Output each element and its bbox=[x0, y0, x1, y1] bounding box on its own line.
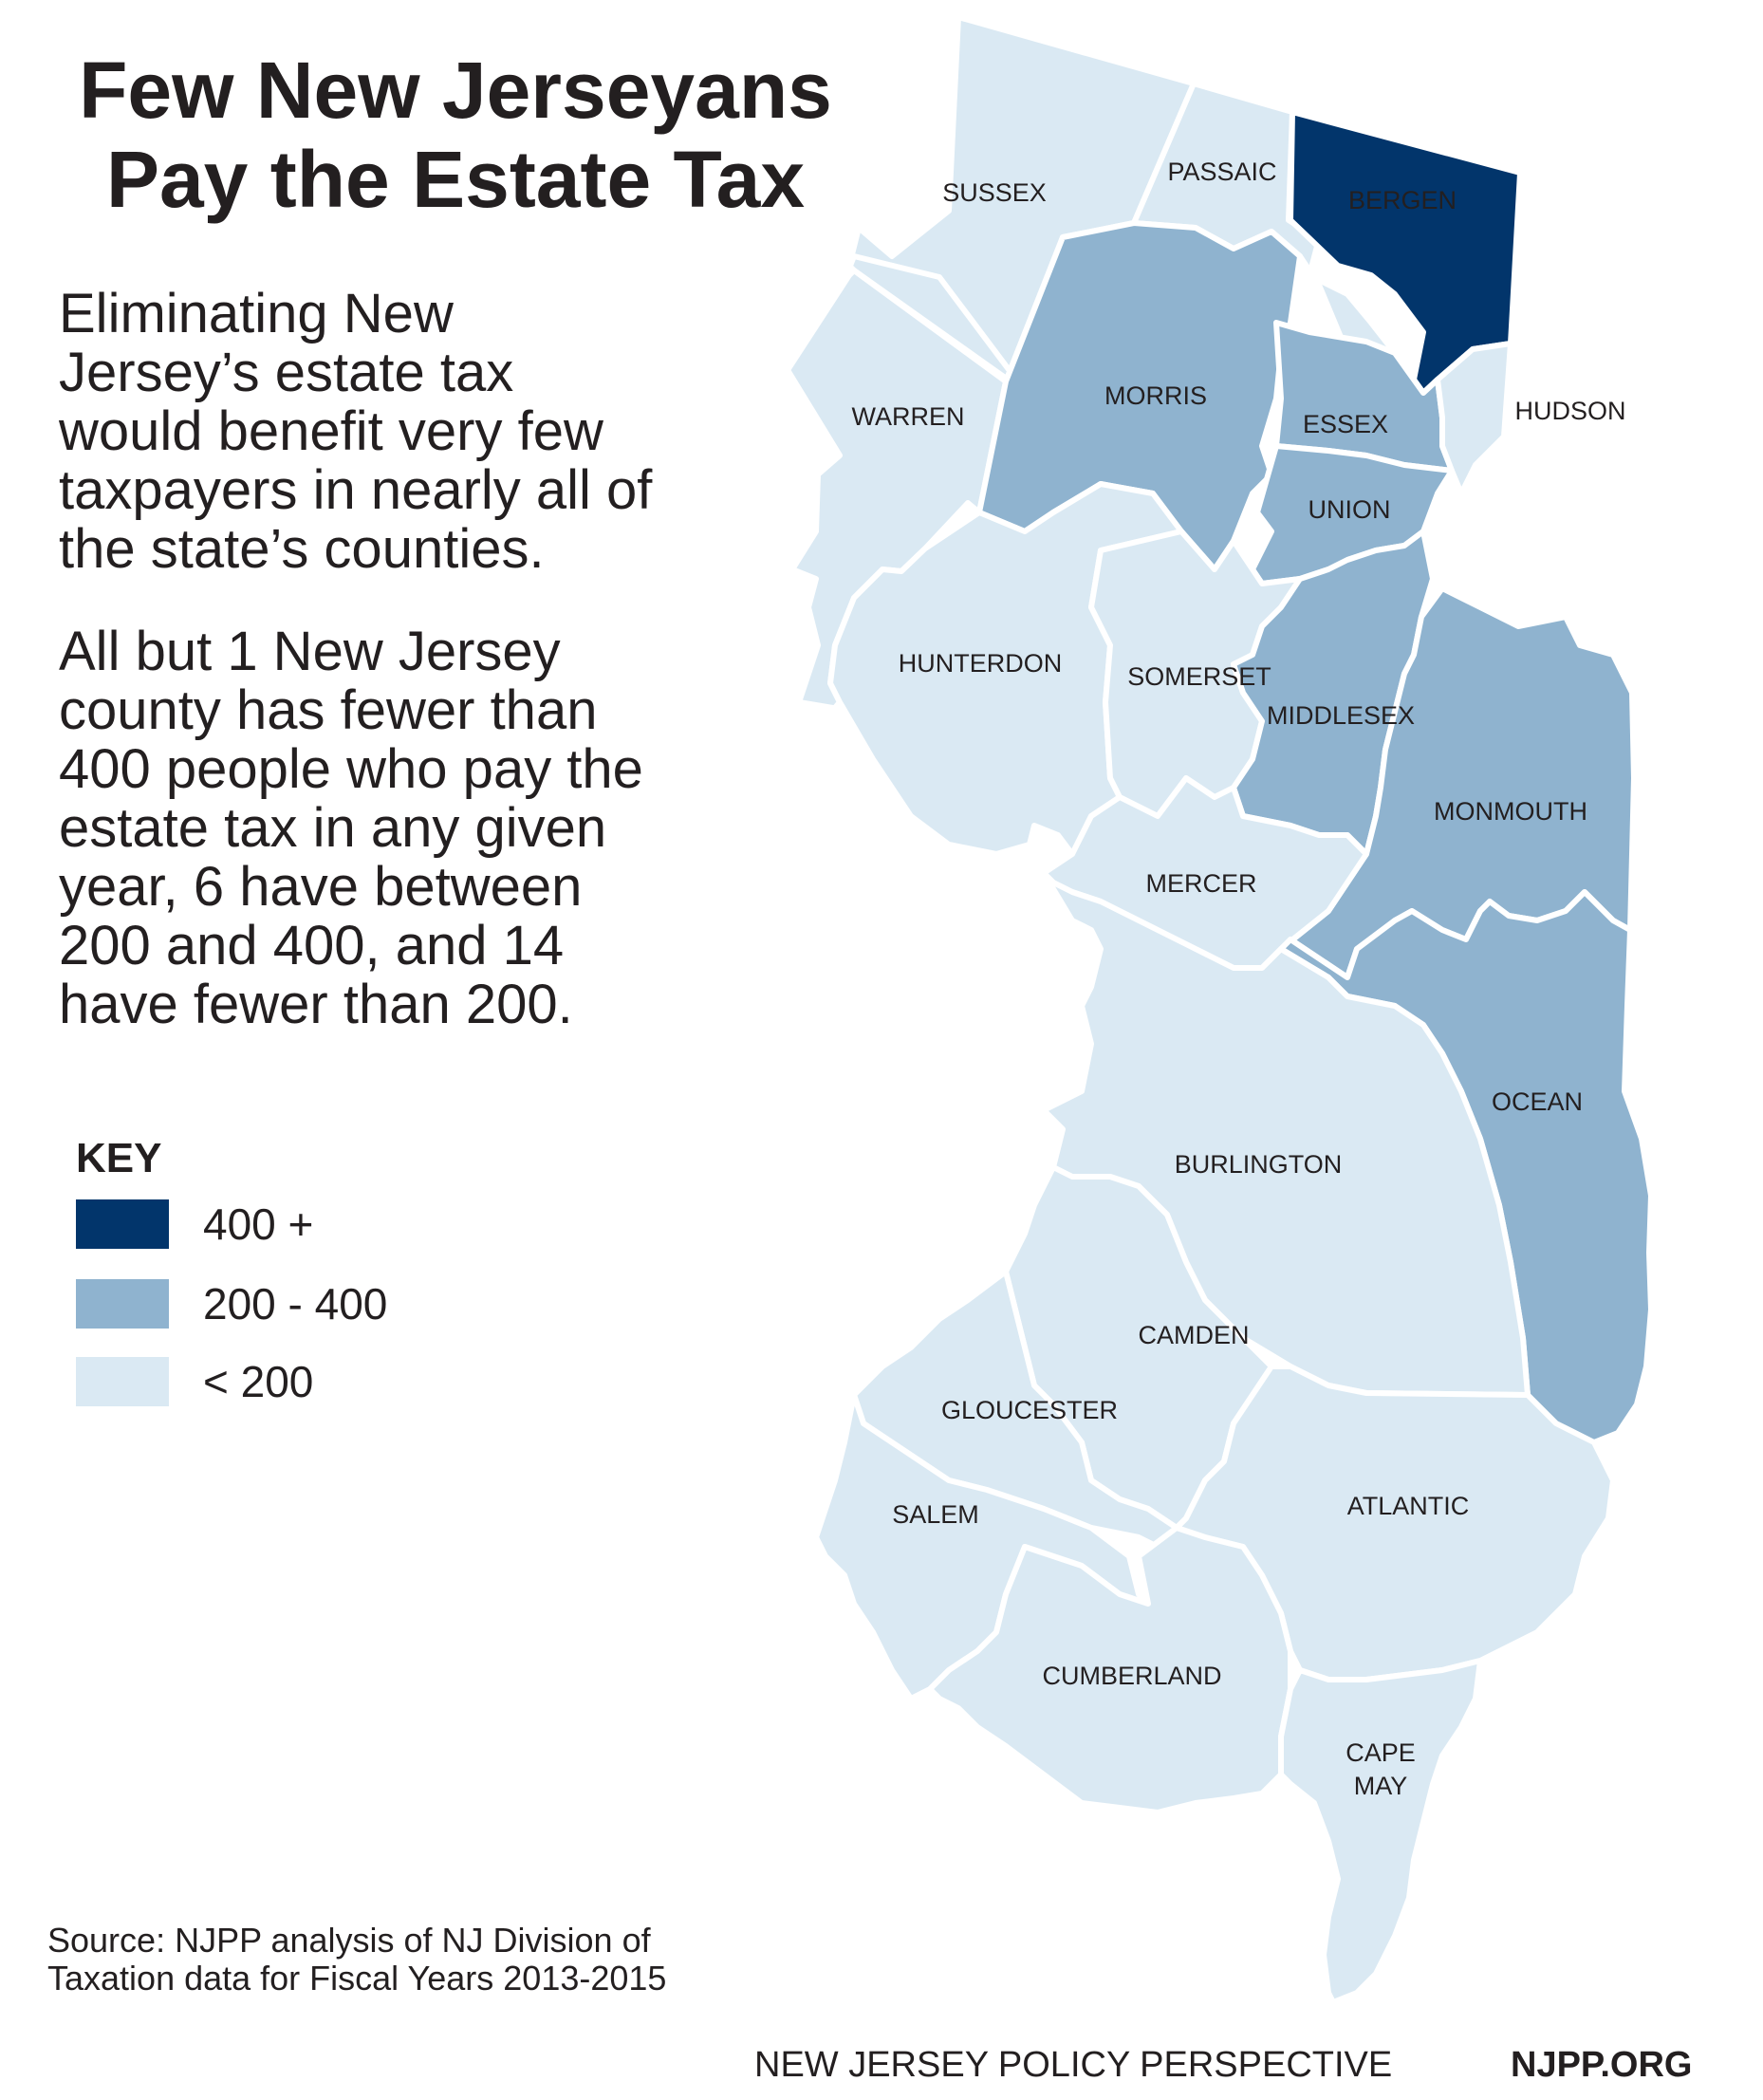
summary-line: year, 6 have between bbox=[59, 856, 583, 918]
county-label: CAMDEN bbox=[1138, 1321, 1249, 1349]
legend-label: < 200 bbox=[203, 1357, 314, 1406]
county-label: MONMOUTH bbox=[1434, 797, 1587, 826]
county-cumberland bbox=[927, 1525, 1293, 1815]
intro-line: Eliminating New bbox=[59, 283, 454, 344]
intro-paragraph: Eliminating New Jersey’s estate tax woul… bbox=[59, 285, 780, 579]
county-label: PASSAIC bbox=[1167, 158, 1276, 186]
summary-line: 200 and 400, and 14 bbox=[59, 915, 565, 976]
summary-line: 400 people who pay the bbox=[59, 738, 643, 800]
county-burlington bbox=[1041, 870, 1531, 1398]
title-line-2: Pay the Estate Tax bbox=[105, 135, 806, 224]
county-label: SALEM bbox=[892, 1500, 979, 1529]
legend-swatch bbox=[76, 1279, 169, 1329]
intro-line: taxpayers in nearly all of bbox=[59, 459, 653, 521]
county-label: GLOUCESTER bbox=[941, 1396, 1118, 1424]
county-label: BURLINGTON bbox=[1175, 1150, 1343, 1179]
county-hudson bbox=[1435, 341, 1513, 496]
county-label: BERGEN bbox=[1348, 186, 1457, 214]
county-label: HUDSON bbox=[1514, 397, 1625, 425]
county-label: HUNTERDON bbox=[899, 649, 1063, 678]
county-label: UNION bbox=[1308, 495, 1391, 524]
intro-line: the state’s counties. bbox=[59, 518, 545, 580]
summary-line: estate tax in any given bbox=[59, 797, 607, 859]
title-line-1: Few New Jerseyans bbox=[79, 46, 832, 135]
county-label: SOMERSET bbox=[1127, 662, 1271, 691]
county-label: SUSSEX bbox=[942, 178, 1047, 207]
county-label: MERCER bbox=[1145, 869, 1256, 898]
county-label: MAY bbox=[1354, 1772, 1408, 1800]
county-label: CUMBERLAND bbox=[1042, 1662, 1221, 1690]
source-line: Source: NJPP analysis of NJ Division of bbox=[47, 1921, 651, 1960]
legend-label: 200 - 400 bbox=[203, 1279, 388, 1329]
county-label: ESSEX bbox=[1303, 410, 1388, 438]
map-title: Few New Jerseyans Pay the Estate Tax bbox=[38, 46, 873, 224]
summary-line: All but 1 New Jersey bbox=[59, 621, 561, 682]
county-label: CAPE bbox=[1345, 1738, 1416, 1767]
intro-line: Jersey’s estate tax bbox=[59, 342, 514, 403]
county-label: ATLANTIC bbox=[1347, 1492, 1470, 1520]
source-note: Source: NJPP analysis of NJ Division of … bbox=[47, 1922, 666, 1998]
summary-line: have fewer than 200. bbox=[59, 974, 573, 1035]
county-label: WARREN bbox=[852, 402, 965, 431]
county-label: MORRIS bbox=[1104, 381, 1207, 410]
county-cape-may bbox=[1278, 1658, 1483, 2005]
county-label: MIDDLESEX bbox=[1267, 701, 1415, 730]
footer-organization: NEW JERSEY POLICY PERSPECTIVE bbox=[754, 2045, 1393, 2085]
source-line: Taxation data for Fiscal Years 2013-2015 bbox=[47, 1959, 667, 1998]
legend-swatch bbox=[76, 1357, 169, 1406]
summary-paragraph: All but 1 New Jersey county has fewer th… bbox=[59, 623, 780, 1034]
legend-title: KEY bbox=[76, 1135, 162, 1181]
intro-line: would benefit very few bbox=[59, 400, 603, 462]
footer-website-link[interactable]: NJPP.ORG bbox=[1511, 2045, 1693, 2085]
legend-swatch bbox=[76, 1199, 169, 1249]
legend-label: 400 + bbox=[203, 1199, 314, 1249]
county-label: OCEAN bbox=[1492, 1087, 1583, 1116]
summary-line: county has fewer than bbox=[59, 679, 598, 741]
